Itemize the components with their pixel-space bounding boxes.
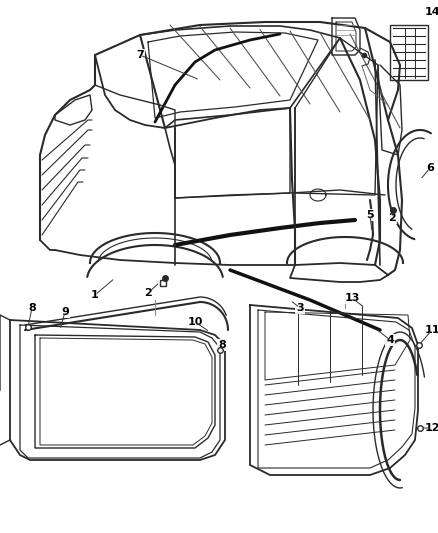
- Text: 14: 14: [424, 7, 438, 17]
- FancyBboxPatch shape: [390, 25, 428, 80]
- Text: 3: 3: [296, 303, 304, 313]
- Text: 4: 4: [386, 335, 394, 345]
- Text: 11: 11: [424, 325, 438, 335]
- Text: 7: 7: [136, 50, 144, 60]
- Text: 8: 8: [218, 340, 226, 350]
- Text: 2: 2: [144, 288, 152, 298]
- Text: 13: 13: [344, 293, 360, 303]
- Text: 8: 8: [28, 303, 36, 313]
- Text: 5: 5: [366, 210, 374, 220]
- Text: 1: 1: [91, 290, 99, 300]
- Text: 10: 10: [187, 317, 203, 327]
- Text: 6: 6: [426, 163, 434, 173]
- Text: 2: 2: [388, 213, 396, 223]
- Text: 12: 12: [424, 423, 438, 433]
- Text: 9: 9: [61, 307, 69, 317]
